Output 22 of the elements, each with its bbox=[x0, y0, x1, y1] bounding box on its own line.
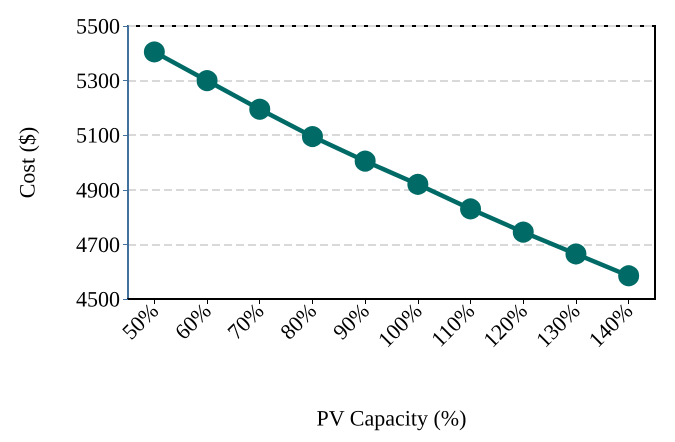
y-tick-label: 5100 bbox=[76, 122, 120, 148]
x-tick-label: 90% bbox=[328, 298, 374, 344]
point bbox=[460, 198, 482, 220]
y-tick-label: 4700 bbox=[76, 232, 120, 257]
x-axis-title: PV Capacity (%) bbox=[316, 406, 466, 430]
y-tick-label: 5500 bbox=[76, 14, 120, 38]
x-tick-label: 80% bbox=[275, 298, 322, 344]
y-tick-label: 4900 bbox=[76, 177, 120, 202]
x-tick-label: 60% bbox=[170, 298, 216, 344]
point bbox=[144, 41, 165, 62]
y-tick-label: 5300 bbox=[76, 68, 120, 94]
point bbox=[565, 243, 586, 264]
point bbox=[512, 222, 534, 243]
point bbox=[302, 126, 323, 148]
point bbox=[249, 98, 270, 120]
y-tick-label: 4500 bbox=[76, 286, 120, 312]
point bbox=[618, 265, 640, 286]
y-axis-title: Cost ($) bbox=[14, 126, 40, 198]
point bbox=[354, 150, 376, 172]
point bbox=[196, 70, 218, 92]
point bbox=[407, 174, 428, 195]
x-tick-label: 70% bbox=[222, 298, 269, 344]
